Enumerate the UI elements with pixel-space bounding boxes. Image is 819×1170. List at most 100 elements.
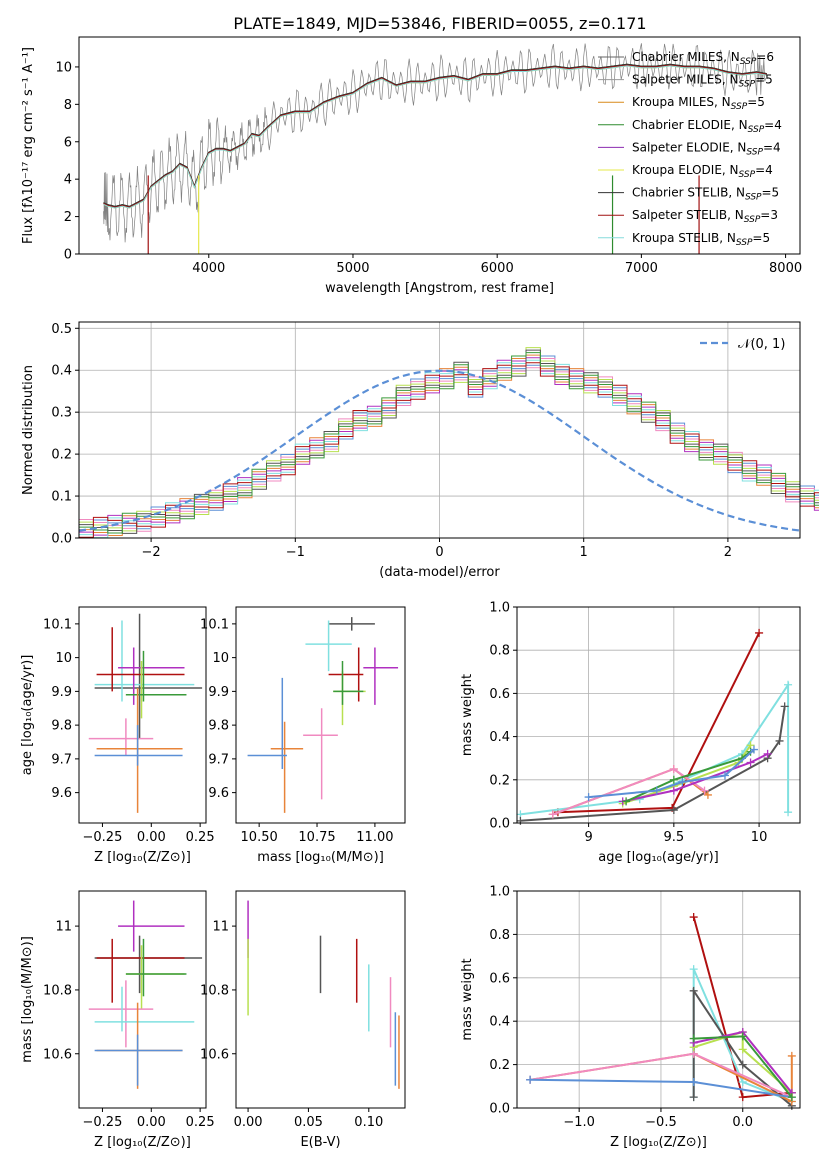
legend-subscript: SSP [745, 193, 762, 203]
marker-plus [738, 1093, 747, 1102]
y-tick-label: 0.2 [489, 1058, 510, 1073]
x-tick-label: 0.0 [732, 1115, 753, 1130]
weight-line-red [557, 632, 760, 814]
marker-plus [700, 786, 709, 795]
x-tick-label: 5000 [336, 261, 369, 276]
x-tick-label: −1 [286, 545, 305, 560]
y-tick-label: 0 [64, 248, 72, 263]
marker-plus [738, 1077, 747, 1086]
weight-line-lime [622, 744, 752, 805]
marker-plus [689, 965, 698, 974]
y-tick-label: 10.6 [200, 1047, 229, 1062]
marker-plus [775, 736, 784, 745]
y-tick-label: 10.8 [200, 983, 229, 998]
axes-frame [516, 606, 801, 824]
histogram-step-pink [79, 358, 819, 532]
x-axis-label: (data-model)/error [379, 565, 500, 580]
x-tick-label: 9.5 [663, 830, 684, 845]
marker-plus [689, 1077, 698, 1086]
axes-frame [235, 890, 406, 1109]
y-tick-label: 0.3 [51, 406, 72, 421]
x-tick-label: 7000 [625, 261, 658, 276]
legend-subscript: SSP [739, 80, 756, 90]
chart-mass-vs-EBV: 0.00 0.05 0.10 10.6 10.8 11 E(B-V) [200, 890, 406, 1150]
marker-plus [689, 1034, 698, 1043]
legend-label: Kroupa ELODIE, NSSP=4 [632, 163, 773, 180]
y-tick-label: 8 [64, 98, 72, 113]
x-tick-label: 10.50 [241, 830, 278, 845]
x-axis-label: Z [log₁₀(Z/Z⊙)] [610, 1135, 707, 1150]
marker-plus [787, 1051, 796, 1060]
observed-spectrum [103, 43, 767, 243]
x-axis-label: age [log₁₀(age/yr)] [598, 850, 719, 865]
legend-value: =4 [763, 140, 781, 154]
legend-label: Salpeter STELIB, NSSP=3 [632, 208, 778, 225]
axes-frame [78, 36, 801, 255]
x-tick-label: 2 [724, 545, 732, 560]
y-tick-label: 0.5 [51, 322, 72, 337]
marker-plus [780, 702, 789, 711]
axes-frame [78, 606, 207, 824]
x-axis-label: E(B-V) [300, 1135, 340, 1150]
y-tick-label: 0.4 [489, 730, 510, 745]
y-axis-label: Normed distribution [21, 365, 36, 495]
marker-plus [738, 1045, 747, 1054]
x-tick-label: 0.05 [294, 1115, 323, 1130]
axes-frame [516, 890, 801, 1109]
marker-plus [749, 745, 758, 754]
chart-histogram: −2 −1 0 1 2 0.0 0.1 0.2 0.3 0.4 0.5 (data-model)/er… [21, 321, 819, 580]
legend-label: Chabrier STELIB, NSSP=5 [632, 186, 779, 203]
x-tick-label: −0.25 [83, 830, 123, 845]
x-axis-label: Z [log₁₀(Z/Z⊙)] [94, 850, 191, 865]
model-line-chabrier-stelib [103, 63, 767, 207]
y-tick-label: 0.8 [489, 928, 510, 943]
marker-plus [669, 786, 678, 795]
x-tick-label: 0.25 [186, 830, 215, 845]
y-tick-label: 10 [212, 651, 229, 666]
legend-label-normal: 𝒩(0, 1) [738, 337, 785, 352]
chart-age-vs-mass: 10.50 10.75 11.00 9.6 9.7 9.8 9.9 10 10.1 mass [l… [200, 606, 406, 865]
legend-value: =4 [755, 163, 773, 177]
chart-mass-vs-Z: −0.25 0.00 0.25 10.6 10.8 11 Z [log₁₀(Z/Z⊙)] ma… [20, 890, 215, 1150]
y-tick-label: 9.9 [51, 685, 72, 700]
x-tick-label: 0.25 [186, 1115, 215, 1130]
legend-value: =4 [764, 118, 782, 132]
marker-plus [669, 765, 678, 773]
x-tick-label: 10.75 [298, 830, 335, 845]
marker-plus [678, 777, 687, 786]
axes-frame [78, 321, 801, 539]
x-tick-label: 4000 [192, 261, 225, 276]
x-tick-label: −0.25 [83, 1115, 123, 1130]
y-tick-label: 4 [64, 173, 72, 188]
y-tick-label: 10.1 [200, 617, 229, 632]
y-axis-label: mass weight [460, 674, 475, 756]
y-tick-label: 1.0 [489, 885, 510, 900]
legend-subscript: SSP [731, 102, 748, 112]
y-tick-label: 1.0 [489, 601, 510, 616]
marker-plus [584, 793, 593, 802]
x-tick-label: 0.10 [354, 1115, 383, 1130]
legend-value: =3 [760, 208, 778, 222]
legend-label: Salpeter ELODIE, NSSP=4 [632, 140, 781, 157]
legend-label: Chabrier ELODIE, NSSP=4 [632, 118, 782, 135]
y-tick-label: 0.1 [51, 490, 72, 505]
weight-line-lime [693, 1030, 793, 1094]
y-tick-label: 9.6 [208, 786, 229, 801]
x-axis-label: wavelength [Angstrom, rest frame] [325, 281, 554, 296]
marker-plus [689, 986, 698, 995]
normal-curve [78, 369, 801, 532]
marker-plus [763, 749, 772, 758]
marker-plus [689, 913, 698, 922]
y-axis-label: mass [log₁₀(M/M⊙)] [20, 936, 35, 1063]
marker-plus [516, 816, 525, 825]
marker-plus [689, 1093, 698, 1102]
y-tick-label: 11 [55, 920, 72, 935]
x-tick-label: 8000 [769, 261, 802, 276]
legend-value: =6 [756, 50, 774, 64]
y-axis-label: age [log₁₀(age/yr)] [20, 655, 35, 776]
legend-label: Salpeter MILES, NSSP=5 [632, 73, 773, 90]
model-line-kroupa-stelib [103, 65, 767, 209]
x-tick-label: −2 [142, 545, 161, 560]
y-tick-label: 9.9 [208, 685, 229, 700]
marker-plus [669, 775, 678, 784]
